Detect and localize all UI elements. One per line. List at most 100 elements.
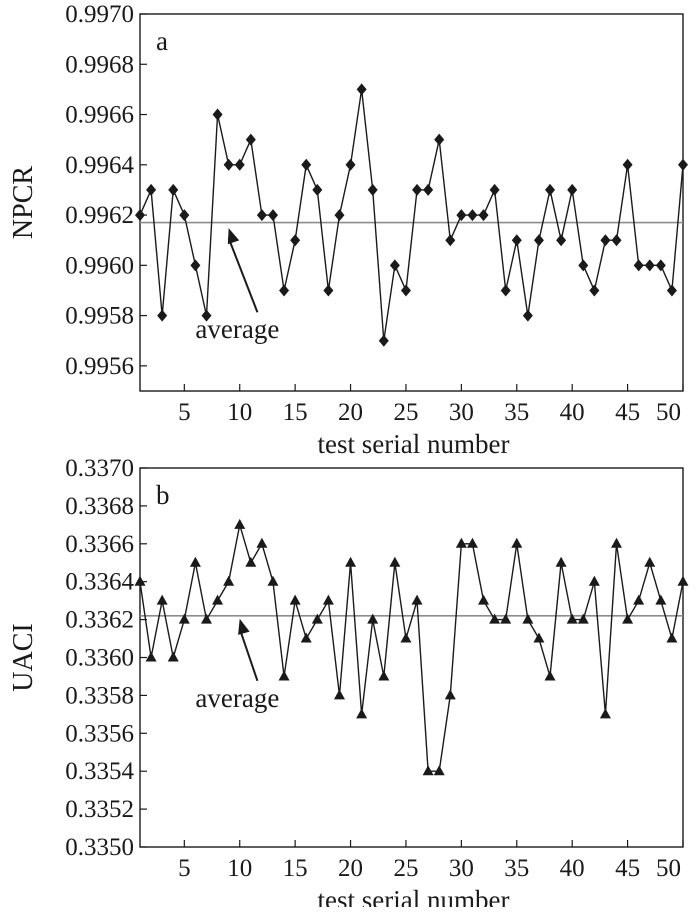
plot-frame-b: [139, 467, 684, 848]
x-tick-label: 5: [178, 855, 191, 882]
data-point-16: [300, 632, 312, 643]
x-tick-label: 30: [449, 399, 474, 426]
data-point-30: [456, 209, 467, 222]
x-tick-label: 10: [227, 855, 252, 882]
y-tick-label: 0.3356: [65, 720, 134, 747]
data-point-41: [578, 259, 589, 272]
chart-panel-a: 0.9956 0.9958 0.9960 0.9962 0.9964 0.9966 0.99…: [8, 1, 688, 459]
y-axis-label: UACI: [8, 623, 39, 691]
data-point-44: [611, 537, 623, 548]
data-point-31: [467, 209, 478, 222]
data-point-21: [356, 708, 368, 719]
data-point-23: [378, 334, 389, 347]
x-tick-label: 5: [178, 399, 191, 426]
panel-label: b: [156, 480, 170, 510]
y-tick-label: 0.9962: [65, 202, 134, 229]
x-tick-label: 35: [504, 855, 529, 882]
data-point-31: [466, 537, 478, 548]
y-tick-label: 0.9968: [65, 51, 134, 78]
data-point-20: [345, 556, 357, 567]
data-point-25: [400, 284, 411, 297]
data-point-37: [533, 234, 544, 247]
data-point-12: [256, 209, 267, 222]
data-point-26: [411, 594, 423, 605]
data-point-33: [489, 613, 501, 624]
data-point-50: [678, 158, 688, 171]
data-point-49: [666, 284, 677, 297]
data-point-38: [545, 183, 556, 196]
chart-panel-b: 0.3350 0.3352 0.3354 0.3356 0.3358 0.3360 0.33…: [8, 455, 689, 912]
data-point-3: [157, 309, 168, 322]
x-tick-label: 20: [338, 399, 363, 426]
data-point-38: [544, 670, 556, 681]
data-point-35: [511, 537, 523, 548]
data-point-28: [433, 765, 445, 776]
data-point-42: [589, 284, 600, 297]
data-point-25: [400, 632, 412, 643]
data-point-27: [422, 765, 434, 776]
data-point-8: [212, 594, 224, 605]
data-point-30: [455, 537, 467, 548]
y-tick-label: 0.3364: [65, 569, 134, 596]
data-point-22: [367, 183, 378, 196]
y-tick-label: 0.3352: [65, 796, 134, 823]
data-point-11: [245, 133, 256, 146]
x-tick-label: 25: [393, 855, 418, 882]
average-arrow: [227, 237, 259, 313]
x-tick-label: 15: [283, 855, 308, 882]
x-axis-label: test serial number: [318, 429, 510, 459]
data-point-43: [599, 708, 611, 719]
data-point-42: [588, 575, 600, 586]
data-point-10: [234, 158, 245, 171]
data-point-4: [168, 183, 179, 196]
data-point-15: [290, 234, 301, 247]
data-point-40: [567, 183, 578, 196]
data-point-45: [622, 613, 634, 624]
data-point-17: [312, 183, 323, 196]
data-point-27: [423, 183, 434, 196]
data-point-39: [555, 556, 567, 567]
y-tick-label: 0.9956: [65, 353, 134, 380]
x-tick-label: 35: [504, 399, 529, 426]
y-tick-label: 0.3366: [65, 531, 134, 558]
y-axis-label: NPCR: [8, 166, 39, 239]
panel-label: a: [156, 26, 168, 56]
data-point-36: [522, 309, 533, 322]
data-point-2: [145, 651, 157, 662]
y-tick-label: 0.3370: [65, 455, 134, 482]
data-point-36: [522, 613, 534, 624]
data-point-13: [267, 209, 278, 222]
data-point-49: [666, 632, 678, 643]
data-point-21: [356, 83, 367, 96]
x-tick-label: 45: [615, 399, 640, 426]
data-point-35: [511, 234, 522, 247]
data-point-46: [633, 594, 645, 605]
data-point-29: [444, 689, 456, 700]
data-point-37: [533, 632, 545, 643]
data-point-24: [389, 556, 401, 567]
average-arrow-head: [227, 228, 240, 245]
x-tick-label: 10: [227, 399, 252, 426]
data-point-48: [655, 259, 666, 272]
data-point-6: [190, 259, 201, 272]
data-point-40: [566, 613, 578, 624]
data-point-33: [489, 183, 500, 196]
y-tick-label: 0.3354: [65, 758, 134, 785]
data-point-5: [178, 613, 190, 624]
y-tick-label: 0.3350: [65, 834, 134, 861]
data-point-19: [333, 689, 345, 700]
x-tick-label: 15: [283, 399, 308, 426]
data-point-34: [500, 284, 511, 297]
data-point-5: [179, 209, 190, 222]
y-tick-label: 0.9966: [65, 102, 134, 129]
x-tick-label: 50: [656, 399, 681, 426]
data-point-3: [156, 594, 168, 605]
average-arrow: [238, 628, 259, 682]
data-point-48: [655, 594, 667, 605]
data-point-20: [345, 158, 356, 171]
x-tick-label: 50: [656, 855, 681, 882]
data-point-22: [367, 613, 379, 624]
series-line-a: [139, 89, 684, 341]
